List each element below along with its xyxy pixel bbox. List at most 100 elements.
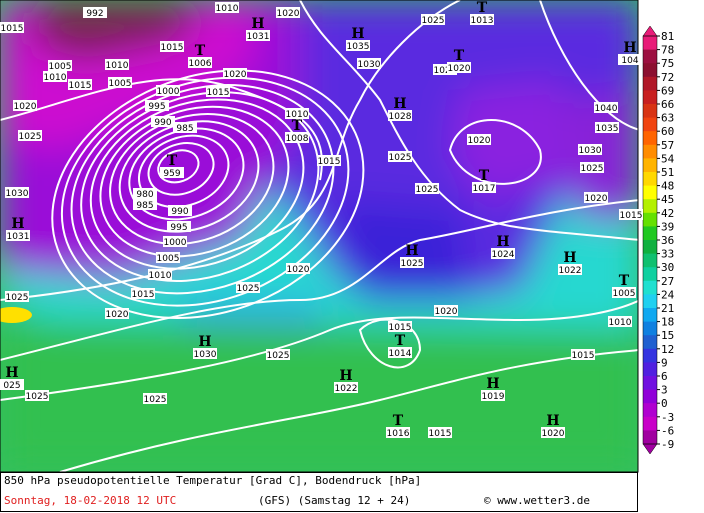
colorbar-cell (643, 294, 657, 309)
label-box (25, 390, 49, 401)
isobar-label: 1020 (224, 70, 247, 80)
label-box (608, 316, 632, 327)
colorbar-label: 69 (661, 84, 674, 97)
colorbar-label: 63 (661, 112, 674, 125)
colorbar-cell (643, 430, 657, 445)
center-symbol: T (292, 118, 303, 134)
colorbar-label: 72 (661, 71, 674, 84)
center-symbol: T (619, 273, 630, 289)
isobar-label: 1005 (109, 79, 132, 89)
label-box (173, 122, 197, 133)
colorbar-label: 15 (661, 329, 674, 342)
isobar-label: 1030 (6, 189, 29, 199)
isobar-label: 1025 (26, 392, 49, 402)
center-symbol: H (351, 26, 364, 42)
center-symbol: H (198, 334, 211, 350)
label-box (5, 291, 29, 302)
isobar-label: 1010 (149, 271, 172, 281)
center-value: 1008 (286, 134, 309, 144)
label-box (13, 100, 37, 111)
center-value: 104 (621, 56, 638, 66)
colorbar-label: 39 (661, 220, 674, 233)
colorbar-label: 21 (661, 302, 674, 315)
label-box (571, 349, 595, 360)
label-box (612, 287, 636, 298)
label-box (48, 60, 72, 71)
center-symbol: H (496, 234, 509, 250)
label-box (285, 108, 309, 119)
colorbar-label: 33 (661, 248, 674, 261)
center-value: 1020 (542, 429, 565, 439)
colorbar-cell (643, 321, 657, 336)
center-symbol: H (393, 96, 406, 112)
isobar-label: 1010 (609, 318, 632, 328)
label-box (148, 269, 172, 280)
isobar-label: 1030 (579, 146, 602, 156)
center-value: 1025 (401, 259, 424, 269)
isobar-label: 1000 (164, 238, 187, 248)
label-box (434, 305, 458, 316)
colorbar-bottom (642, 443, 658, 455)
colorbar-cell (643, 389, 657, 404)
center-value: 1020 (448, 64, 471, 74)
label-box (145, 100, 169, 111)
footer-model: (GFS) (Samstag 12 + 24) (258, 494, 410, 507)
center-value: 1006 (189, 59, 212, 69)
colorbar-cell (643, 185, 657, 200)
label-box (156, 85, 180, 96)
center-value: 1013 (471, 16, 494, 26)
footer-date: Sonntag, 18-02-2018 12 UTC (4, 494, 176, 507)
colorbar-label: 51 (661, 166, 674, 179)
isobar (99, 105, 290, 258)
colorbar-cell (643, 280, 657, 295)
center-value: 1022 (335, 384, 358, 394)
center-value: 025 (3, 381, 20, 391)
label-box (334, 382, 358, 393)
label-box (143, 393, 167, 404)
isobars (0, 0, 638, 472)
isobar-label: 1030 (358, 60, 381, 70)
colorbar-label: 27 (661, 275, 674, 288)
center-symbol: H (546, 413, 559, 429)
isobar-label: 1020 (14, 102, 37, 112)
isobar-label: 1020 (468, 136, 491, 146)
center-value: 1031 (247, 32, 270, 42)
isobar-label: 985 (136, 201, 153, 211)
center-value: 959 (163, 169, 180, 179)
isobar (147, 142, 215, 196)
colorbar-label: 9 (661, 356, 668, 369)
colorbar-cell (643, 172, 657, 187)
colorbar-label: -3 (661, 411, 674, 424)
footer-credit: © www.wetter3.de (484, 494, 590, 507)
isobar-label: 1025 (581, 164, 604, 174)
label-box (421, 14, 445, 25)
isobar-label: 1025 (416, 185, 439, 195)
label-box (0, 379, 24, 390)
label-box (188, 57, 212, 68)
center-value: 1024 (492, 250, 515, 260)
center-value: 1031 (7, 232, 30, 242)
isobar-label: 1020 (435, 307, 458, 317)
isobar (128, 127, 245, 221)
colorbar-cell (643, 131, 657, 146)
label-box (160, 167, 184, 178)
isobar-label: 1005 (49, 62, 72, 72)
label-box (168, 205, 192, 216)
isobar-label: 1025 (144, 395, 167, 405)
footer-title: 850 hPa pseudopotentielle Temperatur [Gr… (4, 474, 421, 487)
colorbar-cell (643, 104, 657, 119)
isobar-label: 1005 (157, 254, 180, 264)
colorbar-label: 45 (661, 193, 674, 206)
label-box (386, 427, 410, 438)
label-box (472, 182, 496, 193)
center-value: 1014 (389, 349, 412, 359)
label-box (357, 58, 381, 69)
label-box (580, 162, 604, 173)
isobar-label: 1025 (6, 293, 29, 303)
isobar-label: 995 (170, 223, 187, 233)
colorbar-cell (643, 335, 657, 350)
colorbar-cell (643, 158, 657, 173)
center-symbol: T (395, 333, 406, 349)
label-box (276, 7, 300, 18)
isobar-label: 1015 (620, 211, 643, 221)
